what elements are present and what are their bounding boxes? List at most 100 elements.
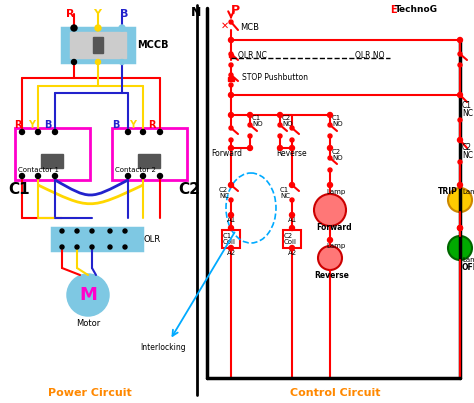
Text: Forward: Forward xyxy=(316,224,352,233)
Text: Y: Y xyxy=(129,120,136,130)
Circle shape xyxy=(228,245,234,251)
Text: NO: NO xyxy=(252,121,263,127)
Text: B: B xyxy=(120,9,128,19)
Circle shape xyxy=(90,245,94,249)
Circle shape xyxy=(126,129,130,135)
Bar xyxy=(229,54,233,57)
Circle shape xyxy=(328,156,332,160)
Circle shape xyxy=(290,212,294,218)
Circle shape xyxy=(229,126,233,130)
Circle shape xyxy=(95,25,101,31)
Bar xyxy=(62,28,134,62)
Text: C1: C1 xyxy=(223,233,232,239)
Circle shape xyxy=(290,145,294,150)
Circle shape xyxy=(95,60,100,64)
Text: OLR: OLR xyxy=(144,235,161,243)
Text: OFF: OFF xyxy=(462,264,474,272)
Circle shape xyxy=(457,226,463,231)
Bar xyxy=(138,154,160,168)
Circle shape xyxy=(228,112,234,118)
Circle shape xyxy=(60,229,64,233)
Text: C2: C2 xyxy=(178,183,200,197)
Circle shape xyxy=(68,275,108,315)
Text: M: M xyxy=(79,286,97,304)
Circle shape xyxy=(123,245,127,249)
Circle shape xyxy=(277,145,283,150)
Text: C1: C1 xyxy=(462,100,472,110)
Text: OLR NO: OLR NO xyxy=(356,52,385,60)
Text: OLR NC: OLR NC xyxy=(238,50,267,60)
Circle shape xyxy=(53,174,57,179)
Text: A1: A1 xyxy=(288,217,297,223)
Text: Lamp: Lamp xyxy=(462,257,474,263)
Text: C2: C2 xyxy=(219,187,228,193)
Circle shape xyxy=(247,145,253,150)
Text: A2: A2 xyxy=(288,250,297,256)
Circle shape xyxy=(457,183,463,187)
Circle shape xyxy=(228,212,234,218)
Text: R: R xyxy=(148,120,155,130)
Circle shape xyxy=(290,126,294,130)
Circle shape xyxy=(290,138,294,142)
Circle shape xyxy=(448,188,472,212)
Circle shape xyxy=(318,246,342,270)
Text: Lamp: Lamp xyxy=(326,243,345,249)
Bar xyxy=(222,230,240,248)
Circle shape xyxy=(75,245,79,249)
Circle shape xyxy=(60,245,64,249)
Circle shape xyxy=(328,145,332,150)
Text: E: E xyxy=(390,5,397,15)
Circle shape xyxy=(72,60,76,64)
Circle shape xyxy=(458,52,462,56)
Text: R: R xyxy=(14,120,21,130)
Text: C1: C1 xyxy=(252,115,261,121)
Circle shape xyxy=(71,25,77,31)
Circle shape xyxy=(19,129,25,135)
Text: Interlocking: Interlocking xyxy=(140,343,186,353)
Bar xyxy=(70,32,126,58)
Text: Lamp: Lamp xyxy=(326,189,345,195)
Circle shape xyxy=(229,52,233,56)
Circle shape xyxy=(290,198,294,202)
Text: MCB: MCB xyxy=(240,23,259,33)
Text: NC: NC xyxy=(219,193,229,199)
Text: C2: C2 xyxy=(282,115,291,121)
Text: Coil: Coil xyxy=(223,239,236,245)
Circle shape xyxy=(126,174,130,179)
Circle shape xyxy=(457,226,463,231)
Text: A1: A1 xyxy=(227,217,236,223)
Circle shape xyxy=(140,129,146,135)
Circle shape xyxy=(458,63,462,67)
Circle shape xyxy=(53,129,57,135)
Text: TRIP: TRIP xyxy=(438,187,458,197)
Bar xyxy=(41,154,63,168)
Circle shape xyxy=(278,134,282,138)
Text: NC: NC xyxy=(280,193,290,199)
Circle shape xyxy=(123,229,127,233)
Text: Motor: Motor xyxy=(76,318,100,328)
Text: B: B xyxy=(112,120,119,130)
Bar xyxy=(52,228,142,250)
Circle shape xyxy=(328,168,332,172)
Text: STOP Pushbutton: STOP Pushbutton xyxy=(242,73,308,83)
Circle shape xyxy=(36,129,40,135)
Circle shape xyxy=(290,226,294,231)
Circle shape xyxy=(247,112,253,118)
Text: C2: C2 xyxy=(462,143,472,152)
Circle shape xyxy=(314,194,346,226)
Text: Reverse: Reverse xyxy=(314,270,349,280)
Circle shape xyxy=(290,183,294,187)
Circle shape xyxy=(328,123,332,127)
Circle shape xyxy=(290,245,294,251)
Circle shape xyxy=(229,83,233,87)
Circle shape xyxy=(119,60,125,64)
Circle shape xyxy=(90,229,94,233)
Circle shape xyxy=(248,134,252,138)
Text: C2: C2 xyxy=(284,233,293,239)
Bar xyxy=(15,128,90,180)
Circle shape xyxy=(157,129,163,135)
Text: C2: C2 xyxy=(332,149,341,155)
Text: NC: NC xyxy=(462,152,473,160)
Text: P: P xyxy=(231,4,240,17)
Text: TechnoG: TechnoG xyxy=(395,6,438,15)
